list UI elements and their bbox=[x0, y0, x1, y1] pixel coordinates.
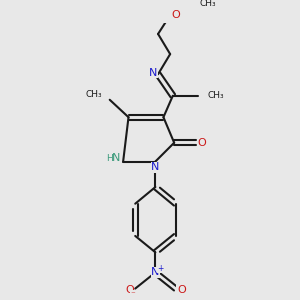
Text: N: N bbox=[149, 68, 158, 78]
Text: O: O bbox=[125, 285, 134, 295]
Text: CH₃: CH₃ bbox=[85, 90, 102, 99]
Text: O: O bbox=[177, 285, 186, 295]
Text: O: O bbox=[197, 138, 206, 148]
Text: H: H bbox=[106, 154, 112, 163]
Text: N: N bbox=[111, 153, 120, 163]
Text: CH₃: CH₃ bbox=[199, 0, 216, 8]
Text: N: N bbox=[151, 162, 160, 172]
Text: O: O bbox=[172, 10, 180, 20]
Text: N: N bbox=[151, 268, 160, 278]
Text: +: + bbox=[157, 264, 164, 273]
Text: ⁻: ⁻ bbox=[131, 290, 136, 299]
Text: CH₃: CH₃ bbox=[207, 91, 224, 100]
